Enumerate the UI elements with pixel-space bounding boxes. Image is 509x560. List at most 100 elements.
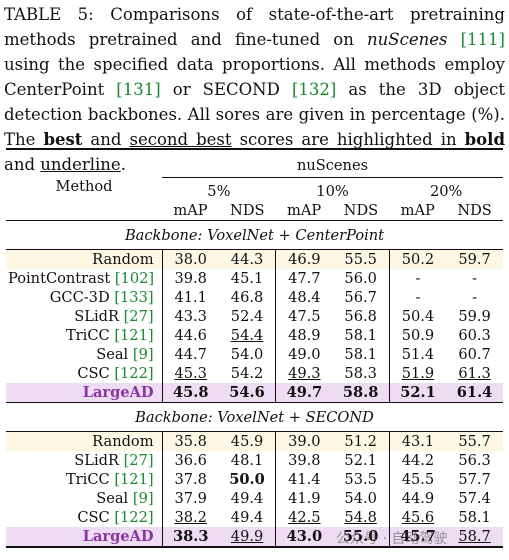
score-value: 38.0 xyxy=(174,251,207,268)
score-cell: - xyxy=(388,288,447,307)
method-name: SLidR [27] xyxy=(6,451,162,470)
citation-link[interactable]: [122] xyxy=(114,509,154,526)
score-value: 56.3 xyxy=(458,452,491,469)
score-cell: - xyxy=(446,269,503,288)
caption-text: using the specified data proportions. Al… xyxy=(4,55,505,99)
method-label: GCC-3D xyxy=(49,289,115,306)
method-label: CSC xyxy=(77,365,115,382)
table-row: LargeAD 38.3 49.9 43.0 55.0 45.7 58.7 xyxy=(6,527,503,547)
score-value: 47.5 xyxy=(288,308,321,325)
citation-link[interactable]: [121] xyxy=(114,327,154,344)
score-cell: 54.4 xyxy=(219,326,276,345)
score-cell: 51.9 xyxy=(388,364,447,383)
score-value: 39.8 xyxy=(174,270,207,287)
score-value: 58.8 xyxy=(342,384,379,401)
score-cell: 48.4 xyxy=(275,288,333,307)
method-label: LargeAD xyxy=(82,384,154,401)
score-cell: 46.8 xyxy=(219,288,276,307)
citation-link[interactable]: [9] xyxy=(132,490,154,507)
score-cell: 56.7 xyxy=(333,288,390,307)
score-cell: 58.7 xyxy=(446,527,503,547)
score-value: 58.7 xyxy=(458,528,491,545)
score-value: 48.9 xyxy=(288,327,321,344)
method-name: GCC-3D [133] xyxy=(6,288,162,307)
citation-link[interactable]: [122] xyxy=(114,365,154,382)
score-cell: 49.0 xyxy=(275,345,333,364)
citation-link[interactable]: [121] xyxy=(114,471,154,488)
score-value: 54.6 xyxy=(229,384,265,401)
method-name: TriCC [121] xyxy=(6,470,162,489)
score-value: 39.8 xyxy=(288,452,321,469)
score-value: 56.0 xyxy=(344,270,377,287)
metric-header: NDS xyxy=(343,202,379,219)
method-name: Seal [9] xyxy=(6,345,162,364)
score-cell: 57.4 xyxy=(446,489,503,508)
score-value: 61.3 xyxy=(458,365,491,382)
caption-text: and xyxy=(82,130,130,149)
score-cell: 45.8 xyxy=(161,383,219,403)
score-cell: 58.1 xyxy=(333,326,390,345)
citation-link[interactable]: [27] xyxy=(123,308,154,325)
score-value: 50.2 xyxy=(401,251,435,268)
citation-link[interactable]: [131] xyxy=(116,80,161,99)
results-table: Method nuScenes 5% 10% 20% mAP NDS mAP N… xyxy=(6,148,503,551)
score-value: 61.4 xyxy=(456,384,493,401)
score-value: 51.4 xyxy=(401,346,435,363)
method-label: Random xyxy=(92,433,154,450)
score-value: 54.0 xyxy=(230,346,264,363)
score-value: 45.8 xyxy=(172,384,209,401)
proportion-header: 20% xyxy=(429,183,463,200)
score-cell: 56.8 xyxy=(333,307,390,326)
table-row: CSC [122] 38.2 49.4 42.5 54.8 45.6 58.1 xyxy=(6,508,503,527)
score-cell: 58.3 xyxy=(333,364,390,383)
score-cell: 43.3 xyxy=(161,307,219,326)
score-cell: 50.4 xyxy=(388,307,447,326)
citation-link[interactable]: [102] xyxy=(114,270,155,287)
score-cell: 61.3 xyxy=(446,364,503,383)
score-value: 43.3 xyxy=(174,308,207,325)
score-cell: 49.4 xyxy=(219,489,276,508)
metric-header: mAP xyxy=(286,202,322,219)
score-value: - xyxy=(472,270,478,287)
score-value: 45.7 xyxy=(400,528,436,545)
table-row: LargeAD 45.8 54.6 49.7 58.8 52.1 61.4 xyxy=(6,383,503,403)
score-value: 52.4 xyxy=(230,308,264,325)
caption-text: as the 3D object detection backbones. Al… xyxy=(4,80,505,149)
citation-link[interactable]: [27] xyxy=(123,452,154,469)
score-value: 39.0 xyxy=(288,433,321,450)
score-value: 49.0 xyxy=(288,346,321,363)
score-cell: 47.5 xyxy=(275,307,333,326)
score-value: 51.2 xyxy=(344,433,377,450)
score-cell: 44.3 xyxy=(218,250,276,269)
score-cell: 41.9 xyxy=(275,489,333,508)
score-cell: 48.1 xyxy=(219,451,276,470)
score-value: 43.1 xyxy=(401,433,435,450)
caption-bold: bold xyxy=(464,130,505,149)
score-cell: 45.9 xyxy=(218,432,276,451)
score-value: 49.9 xyxy=(230,528,264,545)
citation-link[interactable]: [132] xyxy=(291,80,337,99)
score-cell: 45.1 xyxy=(219,269,276,288)
score-value: 58.3 xyxy=(344,365,377,382)
table-row: TriCC [121] 44.6 54.4 48.9 58.1 50.9 60.3 xyxy=(6,326,503,345)
table-row: Seal [9] 37.9 49.4 41.9 54.0 44.9 57.4 xyxy=(6,489,503,508)
method-name: Random xyxy=(6,432,163,451)
watermark: 公众号 · 自动驾驶 xyxy=(336,531,448,547)
citation-link[interactable]: [9] xyxy=(132,346,154,363)
method-header: Method xyxy=(55,178,113,195)
score-value: 41.9 xyxy=(288,490,321,507)
score-cell: 35.8 xyxy=(161,432,219,451)
score-value: 44.7 xyxy=(174,346,207,363)
score-value: 54.4 xyxy=(230,327,264,344)
score-value: - xyxy=(415,270,421,287)
citation-link[interactable]: [111] xyxy=(460,30,505,49)
table-row: TriCC [121] 37.8 50.0 41.4 53.5 45.5 57.7 xyxy=(6,470,503,489)
score-value: 37.9 xyxy=(174,490,207,507)
score-value: 58.1 xyxy=(458,509,491,526)
score-cell: 41.1 xyxy=(161,288,219,307)
score-cell: 44.7 xyxy=(161,345,219,364)
table-row: GCC-3D [133] 41.1 46.8 48.4 56.7 - - xyxy=(6,288,503,307)
score-cell: 49.4 xyxy=(219,508,276,527)
citation-link[interactable]: [133] xyxy=(114,289,154,306)
method-name: PointContrast [102] xyxy=(6,269,162,288)
